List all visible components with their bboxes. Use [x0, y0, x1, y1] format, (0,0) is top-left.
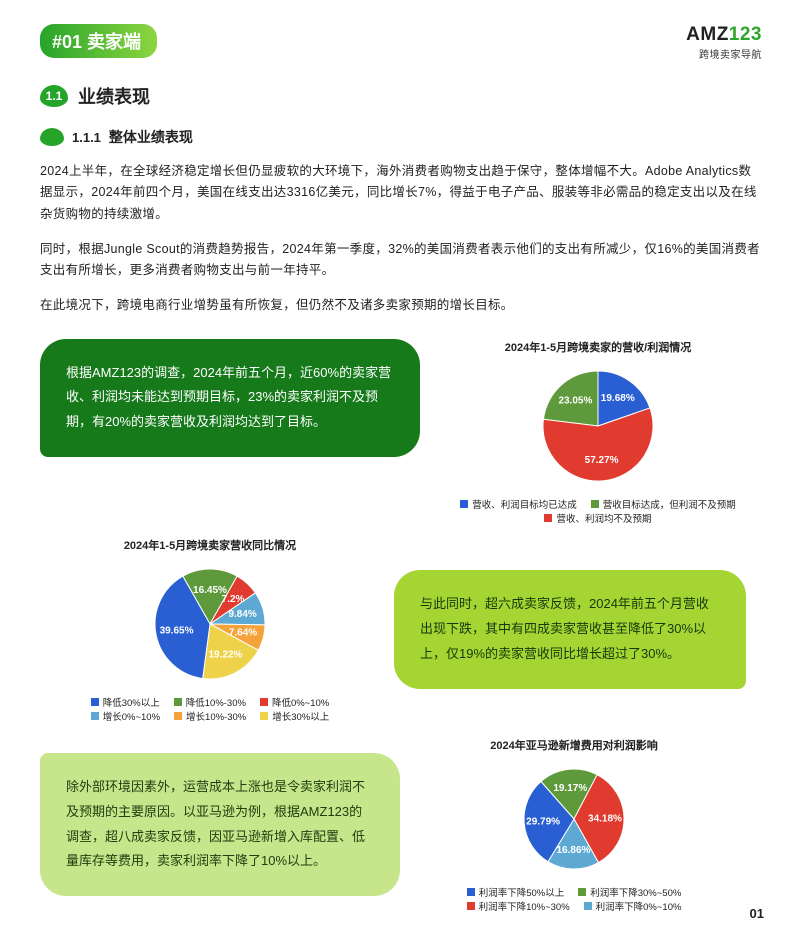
legend-swatch: [174, 698, 182, 706]
legend-swatch: [260, 712, 268, 720]
paragraph-2: 同时，根据Jungle Scout的消费趋势报告，2024年第一季度，32%的美…: [40, 239, 762, 282]
chart-3-title: 2024年亚马逊新增费用对利润影响: [414, 737, 734, 753]
chart-1-legend: 营收、利润目标均已达成 营收目标达成，但利润不及预期营收、利润均不及预期: [438, 497, 758, 525]
legend-item: 利润率下降10%~30%: [467, 899, 570, 913]
brand-block: AMZ123 跨境卖家导航: [686, 24, 762, 61]
paragraph-3: 在此境况下，跨境电商行业增势虽有所恢复，但仍然不及诸多卖家预期的增长目标。: [40, 295, 762, 316]
legend-swatch: [578, 888, 586, 896]
legend-item: 增长10%-30%: [174, 709, 246, 723]
legend-item: 利润率下降30%~50%: [578, 885, 681, 899]
svg-text:19.22%: 19.22%: [208, 649, 242, 660]
section-tag: #01 卖家端: [40, 24, 157, 58]
paragraph-1: 2024上半年，在全球经济稳定增长但仍显疲软的大环境下，海外消费者购物支出趋于保…: [40, 161, 762, 225]
legend-item: 营收、利润目标均已达成: [460, 497, 577, 511]
legend-item: 降低0%~10%: [260, 695, 329, 709]
chart-3-svg: 19.17% 34.18% 16.86% 29.79%: [499, 759, 649, 879]
callout-1: 根据AMZ123的调查，2024年前五个月，近60%的卖家营收、利润均未能达到预…: [40, 339, 420, 457]
row-2: 2024年1-5月跨境卖家营收同比情况 16.45%7.2%9.84%7.64%…: [40, 537, 762, 723]
brand-subtitle: 跨境卖家导航: [686, 46, 762, 61]
legend-text: 利润率下降0%~10%: [596, 899, 682, 913]
callout-3: 除外部环境因素外，运营成本上涨也是令卖家利润不及预期的主要原因。以亚马逊为例，根…: [40, 753, 400, 896]
legend-text: 营收、利润均不及预期: [556, 511, 651, 525]
svg-text:23.05%: 23.05%: [558, 395, 592, 406]
legend-text: 降低30%以上: [103, 695, 160, 709]
legend-swatch: [467, 888, 475, 896]
legend-text: 利润率下降10%~30%: [479, 899, 570, 913]
legend-text: 利润率下降50%以上: [479, 885, 565, 899]
legend-item: 营收目标达成，但利润不及预期: [591, 497, 736, 511]
row-1: 根据AMZ123的调查，2024年前五个月，近60%的卖家营收、利润均未能达到预…: [40, 339, 762, 525]
badge-small-icon: [40, 128, 64, 146]
svg-text:57.27%: 57.27%: [585, 454, 619, 465]
legend-swatch: [91, 712, 99, 720]
svg-text:29.79%: 29.79%: [526, 816, 560, 827]
chart-1-svg: 23.05% 19.68% 57.27%: [523, 361, 673, 491]
legend-item: 利润率下降50%以上: [467, 885, 565, 899]
legend-text: 利润率下降30%~50%: [590, 885, 681, 899]
chart-2-legend: 降低30%以上 降低10%-30% 降低0%~10% 增长0%~10% 增长10%-30…: [40, 695, 380, 723]
svg-text:19.68%: 19.68%: [601, 393, 635, 404]
heading-1-1-1-num: 1.1.1: [72, 130, 101, 145]
chart-2-svg: 16.45%7.2%9.84%7.64%19.22%39.65%: [130, 559, 290, 689]
row-3: 除外部环境因素外，运营成本上涨也是令卖家利润不及预期的主要原因。以亚马逊为例，根…: [40, 737, 762, 913]
legend-swatch: [91, 698, 99, 706]
chart-1: 2024年1-5月跨境卖家的营收/利润情况 23.05% 19.68% 57.27%…: [438, 339, 758, 525]
svg-text:34.18%: 34.18%: [588, 813, 622, 824]
badge-1-1: 1.1: [40, 85, 68, 107]
legend-text: 增长0%~10%: [103, 709, 160, 723]
callout-2: 与此同时，超六成卖家反馈，2024年前五个月营收出现下跌，其中有四成卖家营收甚至…: [394, 570, 746, 688]
legend-item: 降低10%-30%: [174, 695, 246, 709]
chart-2: 2024年1-5月跨境卖家营收同比情况 16.45%7.2%9.84%7.64%…: [40, 537, 380, 723]
legend-text: 营收、利润目标均已达成: [472, 497, 577, 511]
svg-text:9.84%: 9.84%: [228, 609, 256, 620]
legend-swatch: [467, 902, 475, 910]
legend-item: 营收、利润均不及预期: [544, 511, 651, 525]
legend-text: 降低10%-30%: [186, 695, 246, 709]
legend-item: 增长0%~10%: [91, 709, 160, 723]
brand-name: AMZ123: [686, 24, 762, 46]
legend-text: 降低0%~10%: [272, 695, 329, 709]
legend-text: 增长10%-30%: [186, 709, 246, 723]
chart-3: 2024年亚马逊新增费用对利润影响 19.17% 34.18% 16.86% 29.7…: [414, 737, 734, 913]
legend-text: 营收目标达成，但利润不及预期: [603, 497, 736, 511]
legend-item: 增长30%以上: [260, 709, 329, 723]
svg-text:39.65%: 39.65%: [160, 625, 194, 636]
legend-item: 利润率下降0%~10%: [584, 899, 682, 913]
heading-1-1-title: 业绩表现: [78, 83, 150, 109]
heading-1-1-1-title: 整体业绩表现: [109, 127, 193, 147]
legend-text: 增长30%以上: [272, 709, 329, 723]
legend-swatch: [460, 500, 468, 508]
legend-swatch: [174, 712, 182, 720]
page-number: 01: [750, 906, 764, 921]
svg-text:16.86%: 16.86%: [556, 844, 590, 855]
header: #01 卖家端 AMZ123 跨境卖家导航: [40, 24, 762, 61]
chart-2-title: 2024年1-5月跨境卖家营收同比情况: [40, 537, 380, 553]
legend-swatch: [260, 698, 268, 706]
svg-text:19.17%: 19.17%: [553, 783, 587, 794]
legend-swatch: [584, 902, 592, 910]
brand-prefix: AMZ: [686, 24, 729, 45]
legend-item: 降低30%以上: [91, 695, 160, 709]
chart-3-legend: 利润率下降50%以上 利润率下降30%~50% 利润率下降10%~30% 利润率下降0…: [414, 885, 734, 913]
brand-suffix: 123: [729, 24, 762, 45]
legend-swatch: [544, 514, 552, 522]
heading-1-1-1: 1.1.1 整体业绩表现: [40, 127, 762, 147]
legend-swatch: [591, 500, 599, 508]
chart-1-title: 2024年1-5月跨境卖家的营收/利润情况: [438, 339, 758, 355]
heading-1-1: 1.1 业绩表现: [40, 83, 762, 109]
